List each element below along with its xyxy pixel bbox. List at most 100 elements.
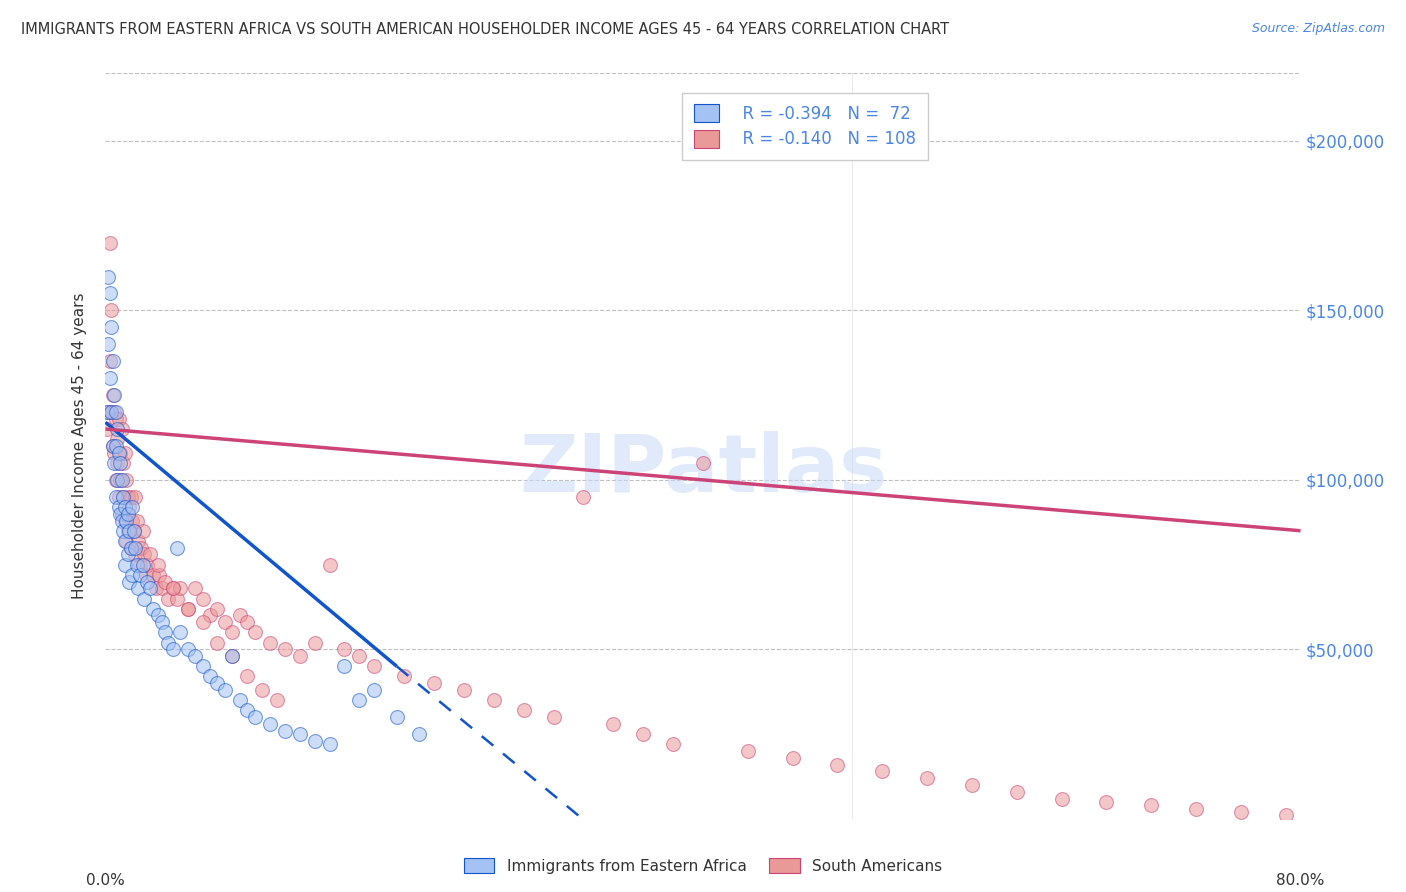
Point [125,514,148,528]
Point [104,405,127,419]
Text: 0.0%: 0.0% [86,873,125,888]
Point [1095,795,1118,809]
Point [150,615,173,630]
Point [128,558,150,572]
Point [214,683,236,698]
Point [162,582,184,596]
Point [125,558,148,572]
Point [101,388,124,402]
Point [385,710,408,724]
Point [124,548,146,562]
Point [103,446,125,460]
Point [146,558,169,572]
Point [142,601,165,615]
Point [100,405,122,419]
Point [198,608,221,623]
Point [543,710,565,724]
Point [176,642,198,657]
Point [101,354,124,368]
Point [111,514,134,528]
Point [513,703,536,717]
Point [273,642,295,657]
Point [100,405,122,419]
Point [118,574,141,589]
Point [107,473,129,487]
Point [124,541,146,555]
Point [221,649,243,664]
Point [103,388,125,402]
Point [97,405,120,419]
Point [115,514,138,528]
Point [139,548,162,562]
Point [1140,798,1163,813]
Point [243,625,266,640]
Point [157,635,180,649]
Point [104,473,127,487]
Point [221,649,243,664]
Point [115,473,138,487]
Point [288,649,311,664]
Point [176,601,198,615]
Point [333,642,356,657]
Point [259,635,281,649]
Point [139,582,162,596]
Point [108,500,131,514]
Text: IMMIGRANTS FROM EASTERN AFRICA VS SOUTH AMERICAN HOUSEHOLDER INCOME AGES 45 - 64: IMMIGRANTS FROM EASTERN AFRICA VS SOUTH … [21,22,949,37]
Point [104,490,127,504]
Point [827,757,849,772]
Point [236,669,259,683]
Point [229,608,252,623]
Point [127,533,149,548]
Point [121,567,143,582]
Point [318,737,340,751]
Point [363,683,385,698]
Point [1274,808,1296,822]
Point [960,778,983,792]
Point [259,717,281,731]
Point [318,558,340,572]
Point [107,422,129,436]
Point [104,439,127,453]
Point [112,490,135,504]
Point [145,582,167,596]
Point [423,676,446,690]
Point [117,490,139,504]
Point [602,717,624,731]
Point [236,615,259,630]
Point [97,269,120,284]
Point [98,286,121,301]
Point [363,659,385,673]
Point [120,490,142,504]
Point [117,548,139,562]
Point [97,337,120,351]
Point [572,490,595,504]
Point [288,727,311,741]
Point [1005,785,1028,799]
Point [191,615,214,630]
Point [103,405,125,419]
Point [132,558,155,572]
Point [737,744,759,758]
Point [148,567,170,582]
Point [394,669,416,683]
Point [150,582,173,596]
Point [120,541,142,555]
Point [136,574,159,589]
Point [176,601,198,615]
Point [191,659,214,673]
Point [114,514,136,528]
Point [117,524,139,538]
Point [128,567,150,582]
Point [114,558,136,572]
Point [349,693,371,707]
Point [107,432,129,446]
Point [118,500,141,514]
Point [121,514,143,528]
Point [122,524,145,538]
Point [96,422,118,436]
Point [98,371,121,385]
Point [111,507,134,521]
Point [96,405,118,419]
Point [135,567,157,582]
Point [108,446,131,460]
